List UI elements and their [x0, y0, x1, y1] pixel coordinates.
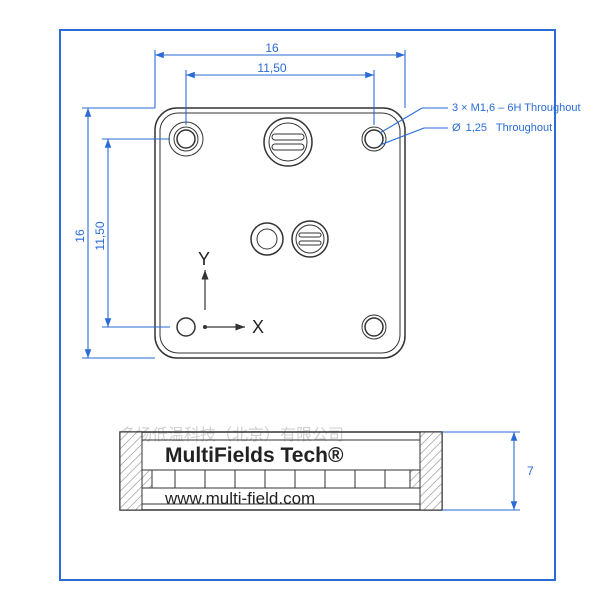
dia-value: 1,25 — [466, 122, 487, 134]
x-axis-label: X — [252, 317, 264, 337]
dim-height-outer: 16 — [73, 229, 87, 243]
brand-line-1: MultiFields Tech® — [165, 444, 344, 467]
engineering-drawing: 多场低温科技（北京）有限公司 — [0, 0, 600, 600]
side-view: MultiFields Tech® www.multi-field.com — [120, 432, 442, 510]
slotted-port-top — [264, 118, 312, 166]
callout-thread: 3 × M1,6 – 6H Throughout Ø 1,25 Througho… — [380, 102, 581, 145]
annotation-thread: 3 × M1,6 – 6H Throughout — [452, 102, 581, 114]
axis-indicator: X Y — [198, 249, 264, 337]
dim-side-height: 7 — [527, 464, 534, 478]
dim-width-inner: 11,50 — [257, 61, 286, 75]
watermark-text: 多场低温科技（北京）有限公司 — [120, 426, 344, 444]
brand-line-2: www.multi-field.com — [164, 489, 315, 508]
y-axis-label: Y — [198, 249, 210, 269]
center-port-left — [251, 223, 283, 255]
dia-symbol: Ø — [452, 122, 461, 134]
dimensions-side: 7 — [442, 432, 534, 510]
svg-text:Ø 1,25 Throughout: Ø 1,25 Throughout — [452, 122, 552, 134]
center-port-right — [292, 221, 328, 257]
dim-height-inner: 11,50 — [93, 221, 107, 250]
dim-width-outer: 16 — [265, 41, 279, 55]
dimensions-top: 16 11,50 16 11,50 — [73, 41, 405, 358]
dia-suffix: Throughout — [496, 122, 552, 134]
top-view: X Y — [155, 108, 405, 358]
